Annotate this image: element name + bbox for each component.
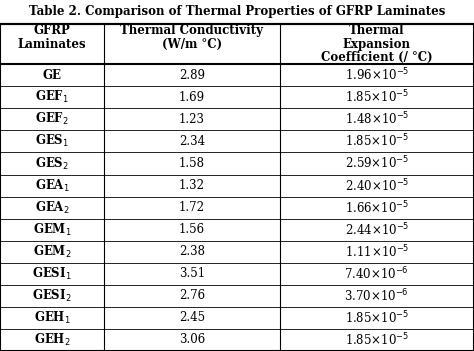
Text: 1.58: 1.58 [179,157,205,170]
Text: 2.40×10$^{-5}$: 2.40×10$^{-5}$ [345,177,409,194]
Text: 1.85×10$^{-5}$: 1.85×10$^{-5}$ [345,89,409,106]
Text: 2.59×10$^{-5}$: 2.59×10$^{-5}$ [345,155,409,172]
Bar [104,24,280,64]
Text: 1.23: 1.23 [179,113,205,126]
Text: GFRP: GFRP [34,24,71,37]
Text: 1.69: 1.69 [179,91,205,104]
Text: 2.34: 2.34 [179,135,205,148]
Text: 3.06: 3.06 [179,333,205,346]
Text: Coefficient (/ °C): Coefficient (/ °C) [321,51,433,64]
Text: (W/m °C): (W/m °C) [162,38,222,51]
Text: 1.96×10$^{-5}$: 1.96×10$^{-5}$ [345,67,409,84]
Text: GEM$_1$: GEM$_1$ [33,221,72,238]
Text: 1.56: 1.56 [179,223,205,236]
Bar [280,24,474,64]
Text: 2.45: 2.45 [179,311,205,324]
Text: Laminates: Laminates [18,38,86,51]
Text: 3.51: 3.51 [179,267,205,280]
Text: GE: GE [43,69,62,82]
Text: GES$_2$: GES$_2$ [35,155,69,172]
Text: 2.38: 2.38 [179,245,205,258]
Text: 1.72: 1.72 [179,201,205,214]
Text: GES$_1$: GES$_1$ [35,133,69,150]
Text: 1.32: 1.32 [179,179,205,192]
Text: GEA$_2$: GEA$_2$ [35,200,70,216]
Text: Thermal Conductivity: Thermal Conductivity [120,24,264,37]
Text: GEM$_2$: GEM$_2$ [33,244,72,260]
Text: 2.44×10$^{-5}$: 2.44×10$^{-5}$ [345,221,409,238]
Text: GESI$_2$: GESI$_2$ [32,288,72,304]
Text: 1.66×10$^{-5}$: 1.66×10$^{-5}$ [345,199,409,216]
Text: 1.48×10$^{-5}$: 1.48×10$^{-5}$ [345,111,409,128]
Bar [0,24,104,64]
Text: 1.85×10$^{-5}$: 1.85×10$^{-5}$ [345,332,409,348]
Text: GEA$_1$: GEA$_1$ [35,178,70,194]
Text: Expansion: Expansion [343,38,411,51]
Text: GEF$_2$: GEF$_2$ [35,111,69,127]
Text: GEH$_2$: GEH$_2$ [34,332,71,348]
Text: GEH$_1$: GEH$_1$ [34,310,71,326]
Text: 3.70×10$^{-6}$: 3.70×10$^{-6}$ [345,287,409,304]
Text: 1.85×10$^{-5}$: 1.85×10$^{-5}$ [345,133,409,150]
Text: Table 2. Comparison of Thermal Properties of GFRP Laminates: Table 2. Comparison of Thermal Propertie… [29,5,445,19]
Text: 1.11×10$^{-5}$: 1.11×10$^{-5}$ [345,244,409,260]
Text: 1.85×10$^{-5}$: 1.85×10$^{-5}$ [345,310,409,326]
Text: GEF$_1$: GEF$_1$ [35,89,69,105]
Text: Thermal: Thermal [349,24,405,37]
Text: GESI$_1$: GESI$_1$ [32,266,72,282]
Text: 7.40×10$^{-6}$: 7.40×10$^{-6}$ [345,265,409,282]
Text: 2.76: 2.76 [179,289,205,302]
Text: 2.89: 2.89 [179,69,205,82]
